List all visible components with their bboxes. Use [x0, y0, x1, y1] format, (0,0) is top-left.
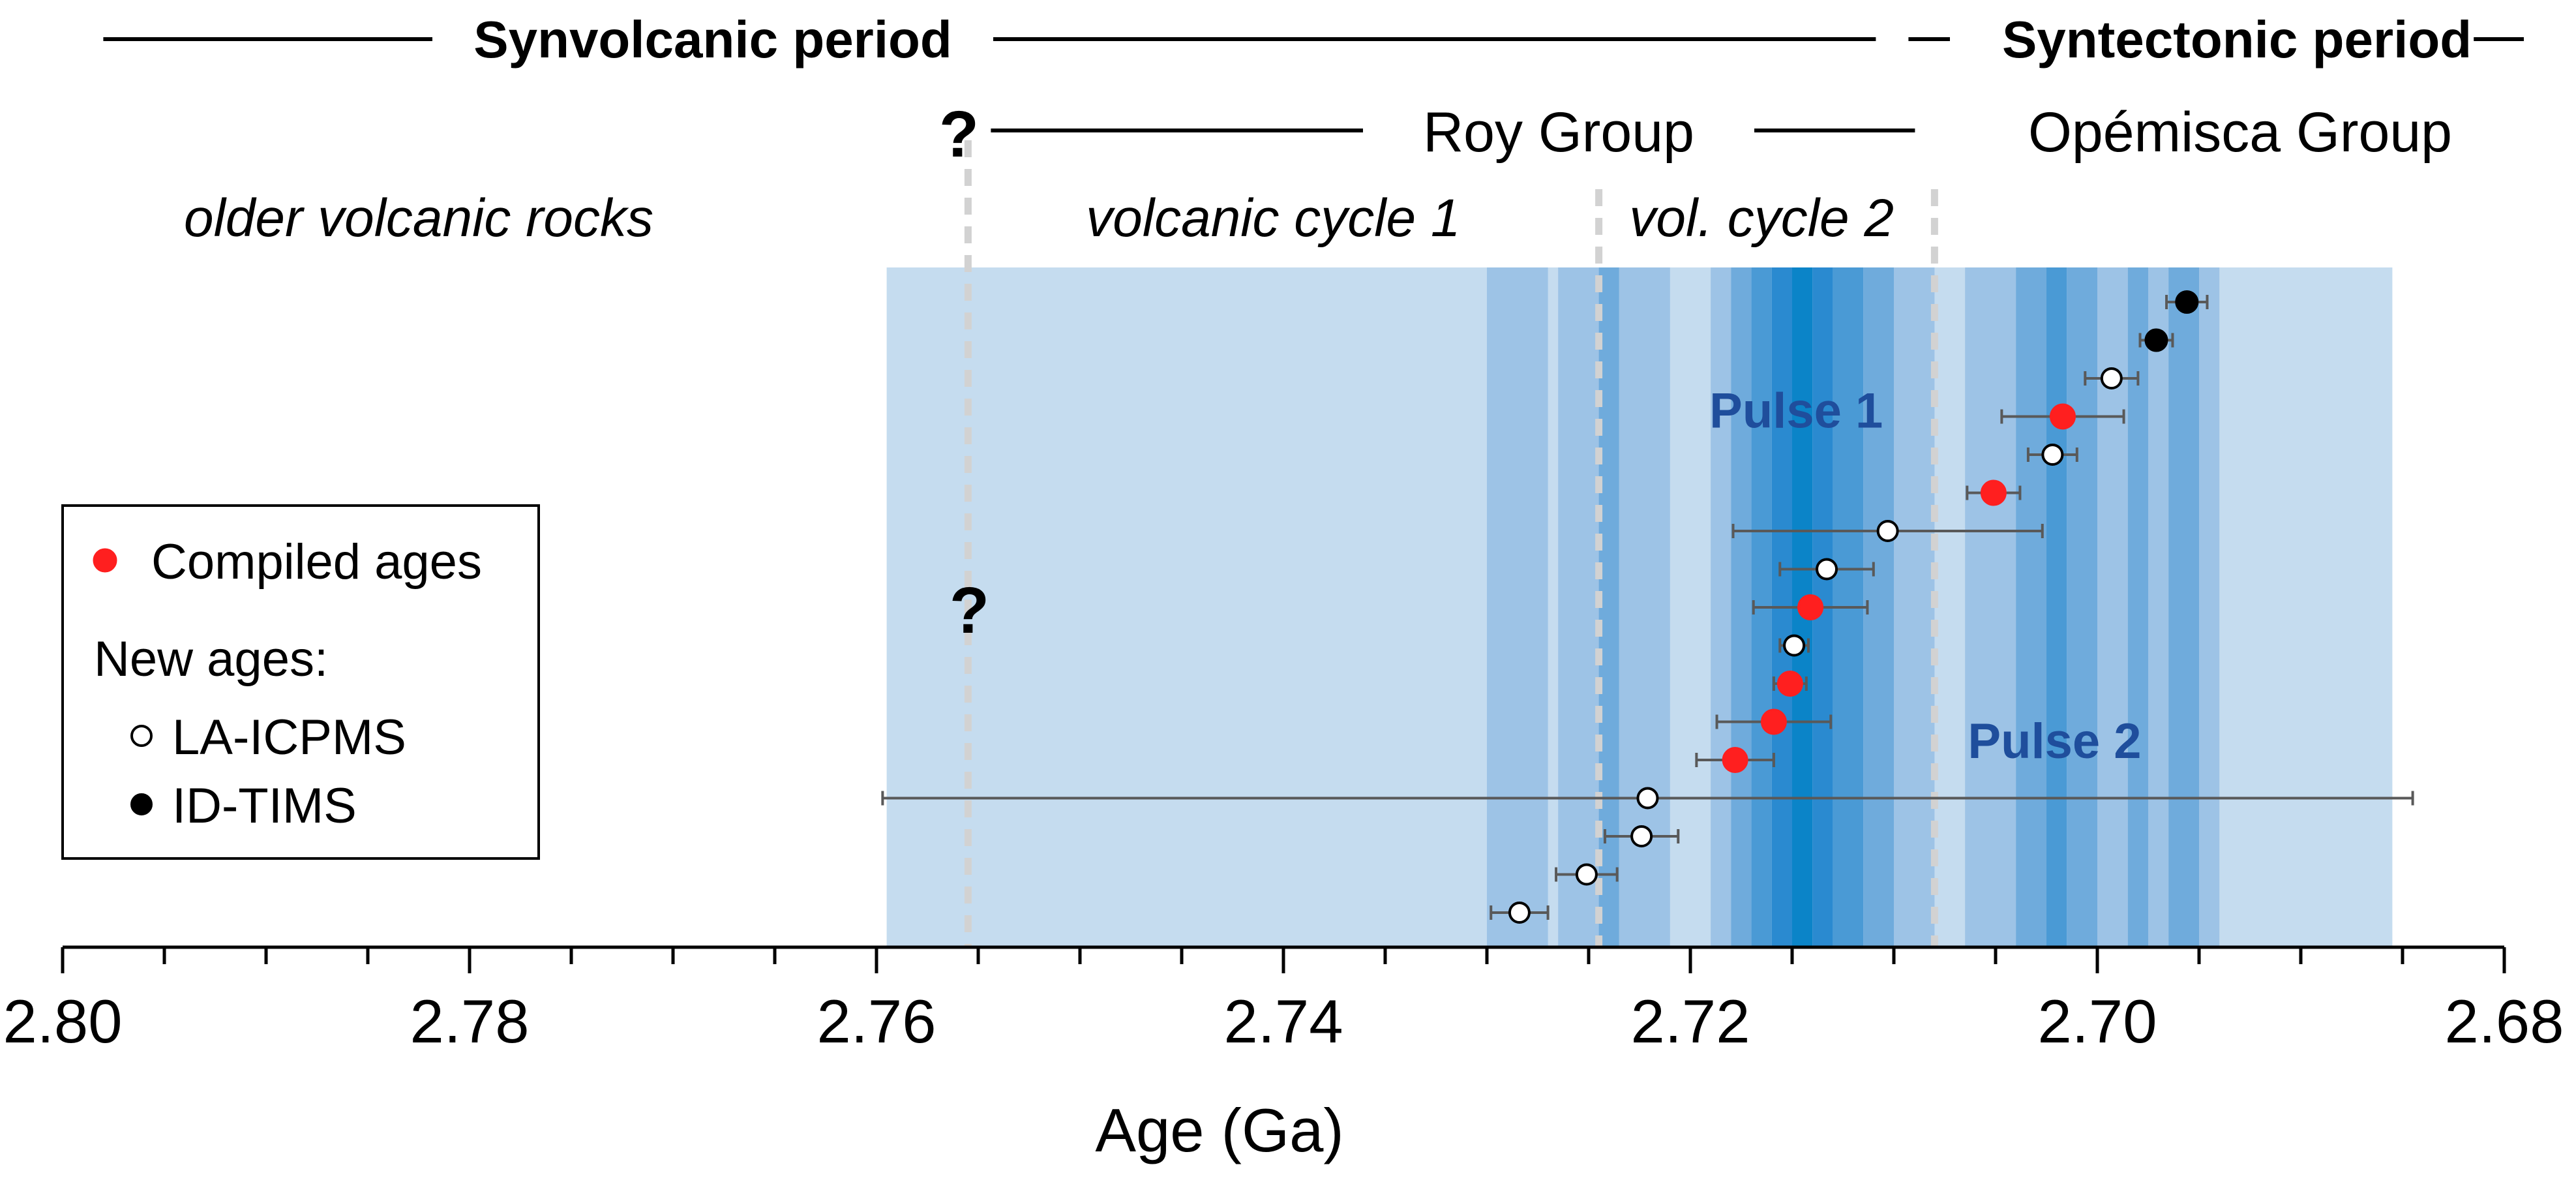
- la-icpms-point: [2041, 444, 2064, 466]
- period-headers: [103, 37, 2524, 132]
- la-icpms-point: [1816, 558, 1838, 581]
- age-density-band: [2046, 267, 2067, 947]
- la-icpms-point: [1508, 902, 1531, 924]
- legend-label-la-icpms: LA-ICPMS: [172, 710, 406, 765]
- la-icpms-point: [1575, 863, 1598, 886]
- age-density-band: [1487, 267, 1548, 947]
- age-density-band: [2199, 267, 2220, 947]
- la-icpms-point: [1783, 634, 1806, 657]
- uncertain-boundary-marker-middle: ?: [950, 574, 989, 647]
- x-axis: 2.80 2.78 2.76 2.74 2.72 2.70 2.68: [3, 945, 2564, 1055]
- x-axis-tick-label: 2.70: [2038, 987, 2157, 1055]
- compiled-age-point: [1980, 479, 2007, 506]
- compiled-age-point: [1797, 594, 1824, 620]
- x-axis-title: Age (Ga): [1095, 1096, 1343, 1164]
- x-axis-tick-label: 2.78: [410, 987, 530, 1055]
- syntectonic-period-label: Syntectonic period: [2002, 10, 2472, 68]
- id-tims-point: [2144, 328, 2168, 352]
- data-points-layer: [881, 290, 2414, 924]
- la-icpms-point: [2100, 367, 2123, 389]
- age-density-band: [1711, 267, 1731, 947]
- la-icpms-point: [1636, 787, 1659, 810]
- legend-heading-new-ages: New ages:: [94, 631, 328, 687]
- legend-label-compiled: Compiled ages: [151, 534, 482, 590]
- compiled-age-point: [2049, 403, 2076, 430]
- legend-label-id-tims: ID-TIMS: [172, 778, 357, 834]
- la-icpms-point: [1630, 825, 1653, 847]
- opemisca-group-label: Opémisca Group: [2028, 101, 2452, 164]
- id-tims-point: [2175, 290, 2199, 314]
- pulse-2-label: Pulse 2: [1968, 714, 2141, 769]
- compiled-age-point: [1776, 671, 1803, 697]
- age-density-band: [2067, 267, 2097, 947]
- legend-marker-id-tims: [130, 793, 153, 815]
- synvolcanic-period-label: Synvolcanic period: [473, 10, 952, 68]
- legend-marker-compiled: [93, 548, 117, 573]
- x-axis-tick-label: 2.68: [2445, 987, 2564, 1055]
- cycle-boundaries-layer: [964, 140, 1938, 947]
- compiled-age-point: [1760, 708, 1787, 735]
- age-density-band: [2016, 267, 2046, 947]
- age-density-band: [1894, 267, 1935, 947]
- pulse-1-label: Pulse 1: [1709, 384, 1883, 439]
- la-icpms-point: [1876, 520, 1899, 542]
- x-axis-tick-label: 2.80: [3, 987, 123, 1055]
- volcanic-cycle-2-label: vol. cycle 2: [1629, 189, 1894, 248]
- legend: Compiled ages New ages: LA-ICPMS ID-TIMS: [61, 504, 540, 860]
- legend-marker-la-icpms: [130, 725, 153, 747]
- x-axis-tick-label: 2.72: [1631, 987, 1750, 1055]
- age-density-band: [1558, 267, 1599, 947]
- volcanic-cycle-1-label: volcanic cycle 1: [1086, 189, 1460, 248]
- older-volcanic-rocks-label: older volcanic rocks: [184, 189, 653, 248]
- x-axis-tick-label: 2.74: [1224, 987, 1343, 1055]
- age-density-band: [1731, 267, 1752, 947]
- age-density-band: [2168, 267, 2199, 947]
- age-density-band: [2148, 267, 2169, 947]
- x-axis-tick-label: 2.76: [817, 987, 936, 1055]
- age-density-band: [1965, 267, 2016, 947]
- age-density-band: [2127, 267, 2148, 947]
- uncertain-boundary-marker-top: ?: [939, 98, 979, 171]
- compiled-age-point: [1722, 747, 1748, 773]
- roy-group-label: Roy Group: [1423, 101, 1694, 164]
